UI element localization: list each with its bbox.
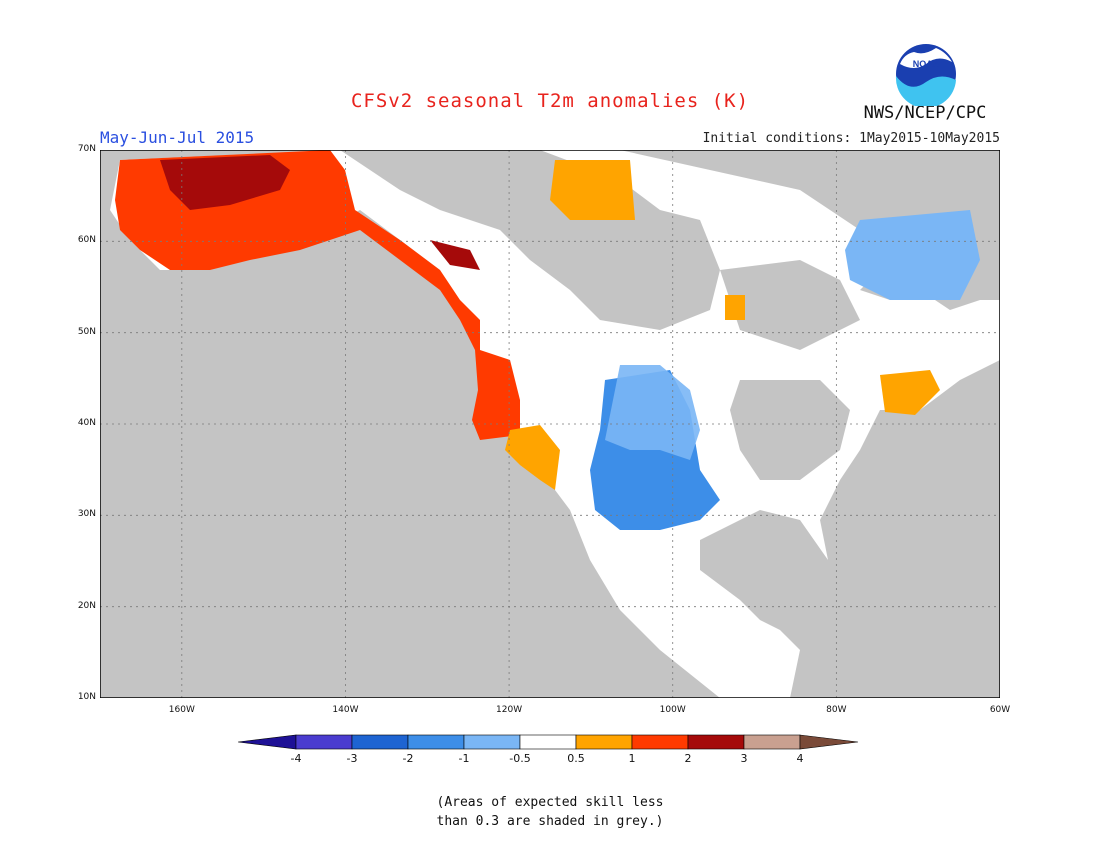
lat-label: 70N <box>77 144 96 154</box>
forecast-period: May-Jun-Jul 2015 <box>100 128 255 147</box>
skill-note-line-2: than 0.3 are shaded in grey.) <box>436 814 664 829</box>
grey-eastern-us <box>730 380 850 480</box>
region-northeast-warm <box>880 370 940 415</box>
colorbar-segment <box>463 734 521 750</box>
colorbar-segment <box>575 734 633 750</box>
colorbar-segment <box>351 734 409 750</box>
lon-label: 80W <box>826 705 847 715</box>
colorbar-tick-label: -3 <box>346 752 358 765</box>
chart-title: CFSv2 seasonal T2m anomalies (K) <box>350 90 750 112</box>
colorbar-segment <box>799 734 859 750</box>
colorbar-tick-label: 0.5 <box>567 752 585 765</box>
map-panel <box>99 149 1001 699</box>
colorbar-tick-label: -2 <box>402 752 414 765</box>
region-ontario-warm <box>725 295 745 320</box>
region-alaska-anomaly <box>115 150 520 440</box>
lat-label: 40N <box>77 418 96 428</box>
colorbar <box>237 733 862 755</box>
colorbar-tick-label: 2 <box>684 752 692 765</box>
region-labrador-cold <box>845 210 980 300</box>
lat-label: 10N <box>77 692 96 702</box>
logo-text: NOAA <box>913 59 940 69</box>
colorbar-tick-label: -0.5 <box>509 752 531 765</box>
colorbar-segment <box>519 734 577 750</box>
colorbar-tick-label: 3 <box>740 752 748 765</box>
region-bc-core <box>430 240 480 270</box>
lat-label: 30N <box>77 509 96 520</box>
initial-conditions: Initial conditions: 1May2015-10May2015 <box>702 131 1000 146</box>
map-gridlines <box>100 150 1000 698</box>
lon-label: 140W <box>332 705 359 715</box>
lat-label: 60N <box>77 235 96 246</box>
grey-quebec <box>720 260 860 350</box>
lon-label: 60W <box>989 705 1011 715</box>
colorbar-segment <box>687 734 745 750</box>
lon-label: 100W <box>659 705 686 715</box>
colorbar-segment <box>237 734 297 750</box>
colorbar-tick-label: -4 <box>290 752 302 765</box>
region-southwest-anomaly <box>505 425 560 490</box>
noaa-logo-icon: NOAA <box>894 42 958 110</box>
colorbar-segment <box>743 734 801 750</box>
colorbar-tick-label: 4 <box>796 752 804 765</box>
skill-note: (Areas of expected skill less than 0.3 a… <box>0 793 1100 831</box>
colorbar-segment <box>631 734 689 750</box>
lat-label: 20N <box>77 600 96 611</box>
skill-note-line-1: (Areas of expected skill less <box>436 795 664 810</box>
colorbar-tick-label: 1 <box>628 752 636 765</box>
region-central-light-cold <box>605 365 700 460</box>
region-hudson-warm <box>550 160 635 220</box>
lon-label: 160W <box>168 705 195 715</box>
agency-label: NWS/NCEP/CPC <box>863 103 987 123</box>
colorbar-tick-label: -1 <box>458 752 470 765</box>
lat-label: 50N <box>77 326 96 337</box>
lon-label: 120W <box>496 705 523 715</box>
colorbar-segment <box>295 734 353 750</box>
region-alaska-core <box>160 155 290 210</box>
colorbar-segment <box>407 734 465 750</box>
